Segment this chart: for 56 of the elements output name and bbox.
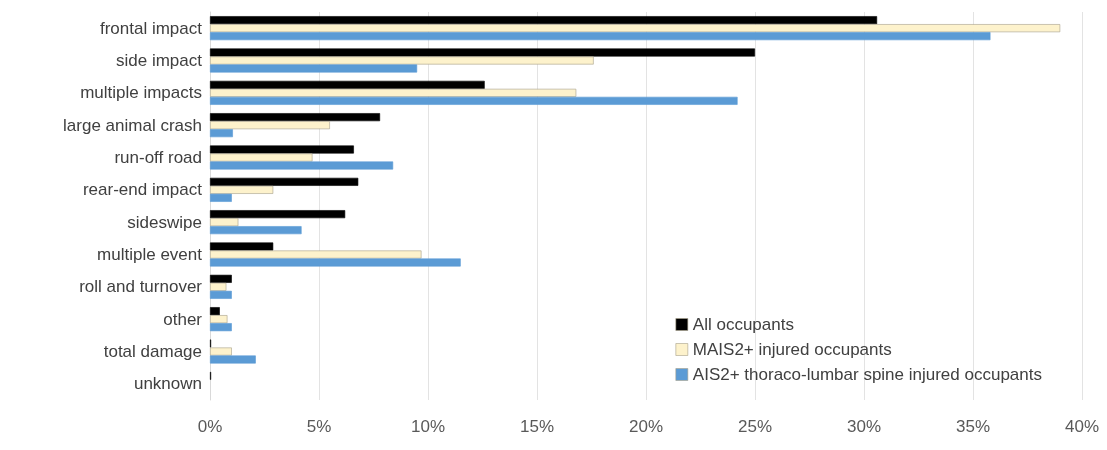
- y-tick-label: multiple impacts: [80, 83, 202, 103]
- y-tick-label: sideswipe: [127, 212, 202, 232]
- bar: [210, 355, 256, 364]
- x-tick-label: 0%: [197, 417, 223, 436]
- y-tick-label: other: [163, 309, 203, 329]
- y-tick-label: unknown: [133, 374, 202, 394]
- y-tick-label: roll and turnover: [79, 277, 203, 297]
- bar: [210, 129, 233, 138]
- bar: [210, 24, 1061, 33]
- y-tick-label: side impact: [116, 51, 203, 70]
- bar: [210, 307, 220, 316]
- bar: [210, 226, 302, 235]
- bar: [210, 185, 274, 194]
- bar: [210, 218, 239, 227]
- y-tick-label: rear-end impact: [82, 180, 203, 200]
- x-tick-label: 15%: [519, 417, 555, 436]
- bar: [210, 113, 381, 122]
- y-tick-label: frontal impact: [99, 18, 203, 38]
- bar: [210, 250, 422, 259]
- bar: [210, 64, 418, 73]
- bar: [210, 48, 755, 57]
- y-tick-label: total damage: [103, 342, 202, 361]
- bar: [210, 193, 232, 202]
- y-tick-label: large animal crash: [63, 115, 202, 135]
- x-tick-label: 35%: [955, 417, 991, 436]
- bar: [210, 121, 330, 130]
- x-tick-label: 25%: [737, 417, 773, 436]
- bar: [210, 16, 878, 25]
- x-tick-label: 40%: [1064, 417, 1100, 436]
- bar: [210, 161, 394, 170]
- bar: [210, 323, 232, 332]
- legend-label: AIS2+ thoraco-lumbar spine injured occupants: [692, 365, 1043, 384]
- bar: [210, 347, 232, 356]
- bar: [210, 153, 313, 162]
- bar: [210, 177, 359, 186]
- bar: [210, 96, 738, 105]
- bar: [210, 145, 354, 154]
- y-tick-label: multiple event: [97, 245, 203, 264]
- bar: [210, 88, 577, 97]
- bar: [210, 282, 227, 291]
- bar: [210, 242, 274, 251]
- legend-label: All occupants: [692, 315, 794, 334]
- x-tick-label: 10%: [410, 417, 446, 436]
- x-tick-label: 30%: [846, 417, 882, 436]
- bar: [210, 32, 991, 41]
- x-tick-label: 5%: [306, 417, 332, 436]
- bar: [210, 258, 461, 267]
- bar: [210, 315, 228, 324]
- x-tick-label: 20%: [628, 417, 664, 436]
- y-tick-label: run-off road: [114, 148, 202, 167]
- bar: [210, 80, 485, 89]
- bar: [210, 290, 232, 299]
- bar: [210, 210, 346, 219]
- bar: [210, 56, 594, 65]
- legend-label: MAIS2+ injured occupants: [692, 340, 892, 359]
- bar: [210, 274, 232, 283]
